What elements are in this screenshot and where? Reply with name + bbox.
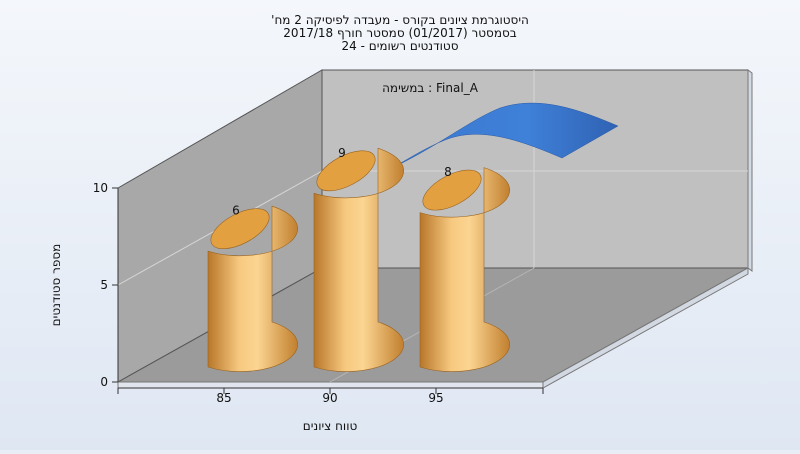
x-tick-label: 95	[428, 391, 443, 405]
back-wall-right-edge	[747, 69, 753, 272]
chart-title-line-3: סטודנטים רשומים - 24	[341, 39, 458, 53]
bar-95: 8	[419, 165, 510, 372]
y-axis-ticks: 0 5 10	[93, 181, 118, 389]
bar-value-label: 9	[338, 146, 346, 160]
bar-value-label: 8	[444, 165, 452, 179]
bar-cap	[210, 208, 270, 250]
y-axis-title: מספר סטודנטים	[49, 244, 63, 327]
floor-front-edge	[117, 381, 544, 389]
bar-body	[313, 147, 404, 372]
series-label: במשימה : Final_A	[382, 81, 479, 95]
distribution-curve	[391, 102, 619, 169]
x-tick-label: 90	[322, 391, 337, 405]
bar-cap	[422, 169, 482, 211]
floor-right-edge	[542, 267, 749, 389]
y-tick-label: 5	[100, 278, 108, 292]
bar-value-label: 6	[232, 204, 240, 218]
x-axis-ticks: 85 90 95	[117, 388, 544, 405]
chart-title-line-2: בסמסטר (01/2017) סמסטר חורף 2017/18	[283, 26, 516, 40]
y-tick-label: 10	[93, 181, 108, 195]
x-axis-title: טווח ציונים	[303, 419, 358, 433]
bar-85: 6	[207, 204, 298, 372]
chart-title-line-1: היסטוגרמת ציונים בקורס - מעבדה לפיסיקה 2…	[271, 13, 529, 27]
bar-body	[419, 167, 510, 372]
y-tick-label: 0	[100, 375, 108, 389]
bar-90: 9	[313, 146, 404, 372]
bars-group: 6 9 8	[207, 146, 510, 372]
bar-body	[207, 205, 298, 372]
x-tick-label: 85	[216, 391, 231, 405]
bar-cap	[316, 150, 376, 192]
